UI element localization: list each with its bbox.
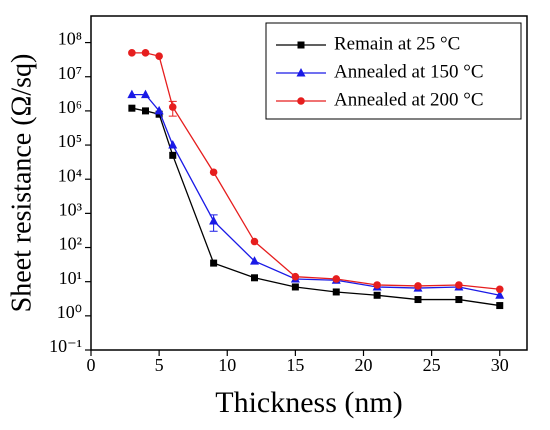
data-point <box>414 282 422 290</box>
data-point <box>291 283 299 291</box>
legend-box <box>265 22 522 120</box>
data-point <box>496 302 504 310</box>
y-tick-label: 10⁸ <box>58 29 82 49</box>
legend-label: Annealed at 200 °C <box>334 89 484 110</box>
x-tick-label: 10 <box>218 355 236 375</box>
data-point <box>209 215 219 225</box>
x-tick-label: 25 <box>423 355 441 375</box>
y-tick-label: 10⁵ <box>58 131 82 151</box>
data-point <box>250 256 259 265</box>
y-tick-label: 10⁷ <box>58 63 82 83</box>
data-point <box>168 103 177 111</box>
y-tick-label: 10¹ <box>59 268 82 288</box>
data-point <box>142 107 149 115</box>
data-point <box>168 140 178 149</box>
legend-marker <box>297 97 305 105</box>
data-point <box>291 272 300 281</box>
data-point <box>455 296 463 304</box>
legend-label: Annealed at 150 °C <box>334 61 484 82</box>
x-axis-label: Thickness (nm) <box>215 386 402 419</box>
x-tick-label: 0 <box>87 355 96 375</box>
data-point <box>155 52 163 60</box>
x-tick-label: 5 <box>155 355 164 375</box>
data-point <box>128 104 136 112</box>
plot-frame <box>90 15 528 351</box>
y-tick-label: 10³ <box>59 199 83 219</box>
data-point <box>141 89 150 99</box>
data-point <box>373 281 381 289</box>
data-point <box>455 281 463 289</box>
y-tick-label: 10⁶ <box>58 97 82 117</box>
data-point <box>209 168 218 177</box>
y-tick-label: 10² <box>59 234 82 254</box>
data-point <box>373 291 381 299</box>
data-point <box>332 275 341 283</box>
data-point <box>250 237 259 246</box>
data-point <box>128 49 136 57</box>
y-tick-label: 10⁰ <box>57 302 82 322</box>
x-tick-label: 20 <box>355 355 373 375</box>
x-tick-label: 30 <box>491 355 509 375</box>
y-tick-label: 10⁻¹ <box>49 336 82 356</box>
data-point <box>495 285 504 294</box>
data-point <box>154 105 164 115</box>
data-point <box>332 288 340 296</box>
data-point <box>210 259 218 267</box>
data-point <box>141 49 150 57</box>
legend-label: Remain at 25 °C <box>334 33 460 54</box>
y-tick-label: 10⁴ <box>58 165 82 185</box>
data-point <box>169 151 177 159</box>
series-line <box>131 107 500 307</box>
data-point <box>414 296 422 304</box>
data-point <box>495 290 505 299</box>
legend-marker <box>297 41 305 49</box>
series-line <box>131 93 500 296</box>
data-point <box>251 274 258 282</box>
x-tick-label: 15 <box>286 355 304 375</box>
legend-marker <box>296 68 306 77</box>
data-point <box>127 89 137 99</box>
y-axis-label: Sheet resistance (Ω/sq) <box>6 54 37 313</box>
